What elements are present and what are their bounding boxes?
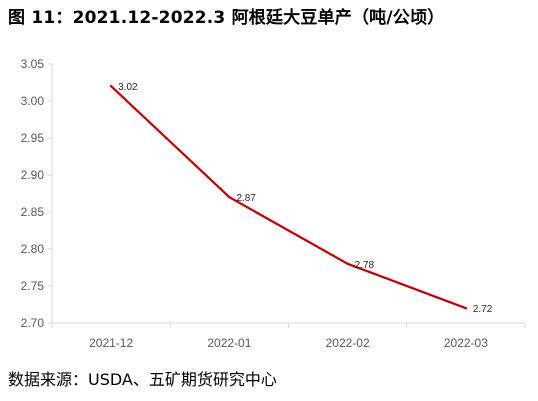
x-tick-label: 2022-02 [326,336,370,350]
y-tick-label: 3.05 [21,57,45,71]
x-tick-label: 2022-03 [444,336,488,350]
data-label: 2.87 [236,193,256,204]
chart-area: 2.70 2.75 2.80 2.85 2.90 2.95 3.00 3.05 2021-12 2… [0,40,538,360]
y-tick-label: 2.85 [21,205,45,219]
y-tick-label: 2.75 [21,279,45,293]
data-point [464,307,468,310]
x-tick-label: 2022-01 [207,336,251,350]
y-tick-label: 2.90 [21,168,45,182]
data-point [228,196,231,199]
chart-title: 图 11：2021.12-2022.3 阿根廷大豆单产（吨/公顷） [8,8,445,28]
y-tick-label: 3.00 [21,94,45,108]
y-tick-label: 2.70 [21,316,45,330]
data-point [346,262,349,265]
x-tick-label: 2021-12 [89,336,133,350]
series-line [110,85,467,310]
line-chart: 2.70 2.75 2.80 2.85 2.90 2.95 3.00 3.05 2021-12 2… [21,57,526,350]
data-label: 2.72 [473,304,493,315]
y-tick-label: 2.95 [21,131,45,145]
y-tick-label: 2.80 [21,242,45,256]
data-label: 3.02 [118,82,138,93]
data-point [109,85,113,88]
data-label: 2.78 [355,260,375,271]
source-note: 数据来源：USDA、五矿期货研究中心 [8,370,277,389]
